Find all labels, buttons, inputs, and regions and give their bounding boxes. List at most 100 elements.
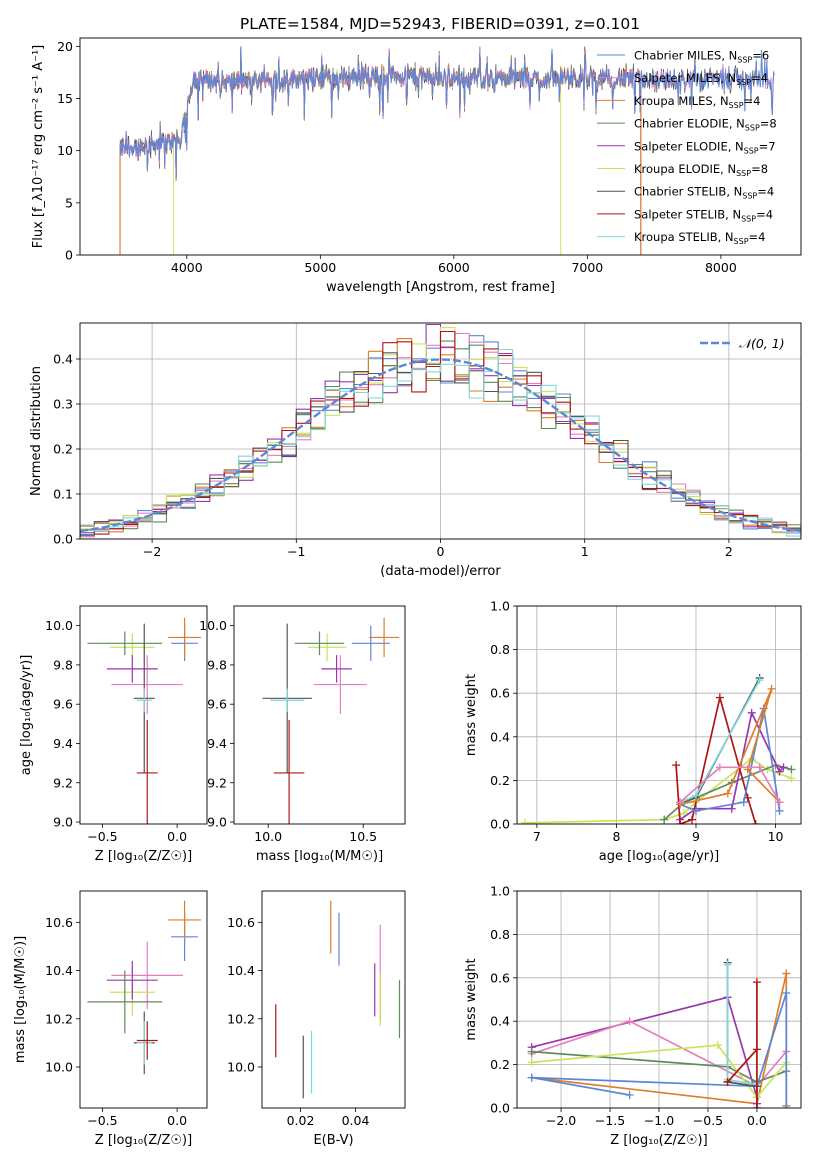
- x-axis-label: age [log₁₀(age/yr)]: [599, 849, 720, 864]
- plot-area-spectrum: [119, 46, 775, 255]
- point-marker: [782, 988, 791, 997]
- point-marker: [782, 1104, 791, 1108]
- y-axis-label: Flux [f_λ10⁻¹⁷ erg cm⁻² s⁻¹ A⁻¹]: [31, 45, 46, 249]
- point-marker: [527, 1047, 536, 1056]
- legend-label: Salpeter ELODIE, NSSP=7: [634, 139, 776, 155]
- y-tick-label: 0.3: [53, 397, 73, 412]
- point-marker: [752, 1045, 761, 1054]
- point-marker: [625, 1090, 634, 1099]
- axes-frame: [79, 890, 208, 1109]
- point-marker: [723, 1077, 732, 1086]
- plot-area-mass_weight_vs_age: [520, 673, 796, 824]
- point-marker: [688, 815, 697, 824]
- series-line-pink: [531, 1020, 787, 1088]
- axes-frame: [516, 890, 802, 1109]
- x-tick-label: 0.02: [287, 1113, 315, 1128]
- series-line-pink: [679, 766, 781, 803]
- point-marker: [782, 969, 791, 978]
- x-tick-label: 0.0: [167, 829, 187, 844]
- plot-area-mass_vs_ebv: [275, 900, 401, 1099]
- panel-spectrum: 4000 5000 6000 7000 8000 0 5 10 15 20 wavelength […: [31, 37, 802, 295]
- plot-area-age_vs_mass: [262, 617, 400, 824]
- x-tick-label: −1: [287, 544, 305, 559]
- x-tick-label: 0: [437, 544, 445, 559]
- panel-age_vs_mass: 10.0 10.5 9.0 9.2 9.4 9.6 9.8 10.0 mass [log₁₀(M…: [199, 605, 406, 864]
- point-marker: [691, 791, 700, 800]
- point-marker: [713, 1041, 722, 1050]
- y-tick-label: 9.2: [53, 775, 73, 790]
- y-tick-label: 9.0: [207, 815, 227, 830]
- point-marker: [691, 806, 700, 815]
- legend-label: Chabrier STELIB, NSSP=4: [634, 185, 774, 201]
- axes-frame: [261, 890, 406, 1109]
- y-tick-label: 10.0: [45, 618, 73, 633]
- series-line-salpeter_stelib: [675, 697, 757, 824]
- x-tick-label: 10.5: [349, 829, 377, 844]
- point-marker: [676, 798, 685, 807]
- x-tick-label: 5000: [304, 260, 336, 275]
- point-marker: [727, 804, 736, 813]
- x-tick-label: −1.0: [644, 1113, 674, 1128]
- y-tick-label: 10: [57, 143, 73, 158]
- y-tick-label: 10.4: [227, 963, 255, 978]
- x-tick-label: 7: [533, 829, 541, 844]
- x-tick-label: −2: [143, 544, 161, 559]
- y-tick-label: 0.6: [490, 686, 510, 701]
- axes-frame: [516, 605, 802, 825]
- x-tick-label: 8: [612, 829, 620, 844]
- x-axis-label: wavelength [Angstrom, rest frame]: [326, 280, 555, 295]
- point-marker: [775, 806, 784, 815]
- y-tick-label: 9.2: [207, 775, 227, 790]
- y-axis-label: mass [log₁₀(M/M☉)]: [13, 936, 28, 1063]
- y-axis-label: Normed distribution: [29, 366, 44, 496]
- spectrum-series-salpeter_elodie: [173, 46, 562, 179]
- y-tick-label: 0: [65, 248, 73, 263]
- x-tick-label: 10.0: [254, 829, 282, 844]
- y-tick-label: 1.0: [490, 884, 510, 899]
- point-marker: [723, 960, 732, 969]
- y-tick-label: 10.0: [45, 1060, 73, 1075]
- point-marker: [527, 1073, 536, 1082]
- point-marker: [676, 820, 685, 824]
- x-tick-label: 6000: [438, 260, 470, 275]
- x-axis-label: mass [log₁₀(M/M☉)]: [256, 849, 383, 864]
- plot-area-age_vs_Z: [87, 617, 202, 824]
- legend-label: Kroupa STELIB, NSSP=4: [634, 230, 765, 246]
- point-marker: [779, 763, 788, 772]
- y-tick-label: 9.8: [207, 657, 227, 672]
- x-tick-label: −0.5: [87, 829, 117, 844]
- y-tick-label: 0.4: [490, 1014, 510, 1029]
- x-tick-label: 2: [725, 544, 733, 559]
- x-tick-label: 0.0: [747, 1113, 767, 1128]
- y-axis-label: age [log₁₀(age/yr)]: [19, 655, 34, 776]
- y-tick-label: 0.2: [490, 773, 510, 788]
- y-tick-label: 10.2: [45, 1011, 73, 1026]
- y-tick-label: 10.0: [227, 1060, 255, 1075]
- y-tick-label: 0.0: [490, 817, 510, 832]
- x-tick-label: 9: [692, 829, 700, 844]
- panel-mass_weight_vs_age: 7 8 9 10 0.0 0.2 0.4 0.6 0.8 1.0 age [log₁₀(age/yr…: [464, 599, 802, 864]
- x-tick-label: 10: [768, 829, 784, 844]
- y-tick-label: 9.0: [53, 815, 73, 830]
- x-axis-label: E(B-V): [313, 1133, 353, 1148]
- point-marker: [767, 684, 776, 693]
- plot-area-mass_weight_vs_Z: [527, 958, 791, 1108]
- y-tick-label: 10.6: [45, 915, 73, 930]
- y-tick-label: 10.4: [45, 963, 73, 978]
- point-marker: [739, 798, 748, 807]
- y-tick-label: 0.6: [490, 970, 510, 985]
- y-tick-label: 0.4: [490, 729, 510, 744]
- legend-label: Salpeter STELIB, NSSP=4: [634, 207, 773, 223]
- y-tick-label: 20: [57, 39, 73, 54]
- axes-frame: [79, 37, 802, 256]
- x-tick-label: 0.0: [167, 1113, 187, 1128]
- x-axis-label: Z [log₁₀(Z/Z☉)]: [610, 1133, 707, 1148]
- point-marker: [787, 765, 796, 774]
- spectrum-series-chabrier_elodie: [173, 48, 562, 181]
- histogram-kroupa_stelib: [80, 348, 801, 537]
- series-line-salpeter_elodie: [531, 996, 758, 1104]
- x-tick-label: −0.5: [693, 1113, 723, 1128]
- y-tick-label: 15: [57, 91, 73, 106]
- x-axis-label: (data-model)/error: [380, 564, 501, 579]
